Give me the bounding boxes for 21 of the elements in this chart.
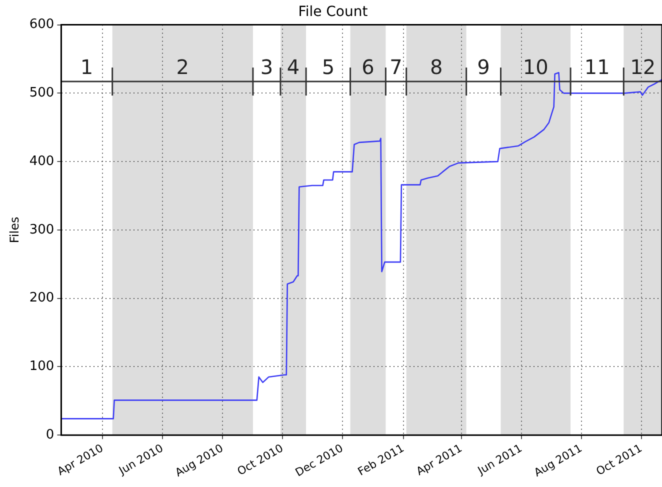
- band-label: 12: [630, 54, 656, 79]
- y-tick-label: 0: [46, 427, 54, 442]
- annotation: 5: [322, 54, 335, 79]
- y-tick-label: 500: [29, 86, 54, 101]
- y-tick-label: 400: [29, 154, 54, 169]
- y-tick-label: 600: [29, 17, 54, 32]
- band-label: 6: [362, 54, 374, 79]
- annotation: 11: [584, 54, 610, 79]
- y-tick-label: 200: [29, 290, 54, 306]
- y-tick-label: 300: [29, 222, 54, 238]
- chart-title: File Count: [298, 4, 368, 20]
- band-label: 4: [286, 54, 300, 79]
- y-tick-label: 100: [29, 359, 54, 374]
- y-axis-title: Files: [7, 216, 22, 244]
- annotation: 1: [80, 54, 94, 79]
- annotation: 7: [390, 54, 402, 79]
- band-label: 8: [430, 54, 443, 79]
- annotation: 3: [260, 54, 274, 79]
- annotation: 9: [477, 54, 490, 79]
- band-label: 2: [176, 54, 190, 79]
- band-label: 10: [522, 54, 548, 79]
